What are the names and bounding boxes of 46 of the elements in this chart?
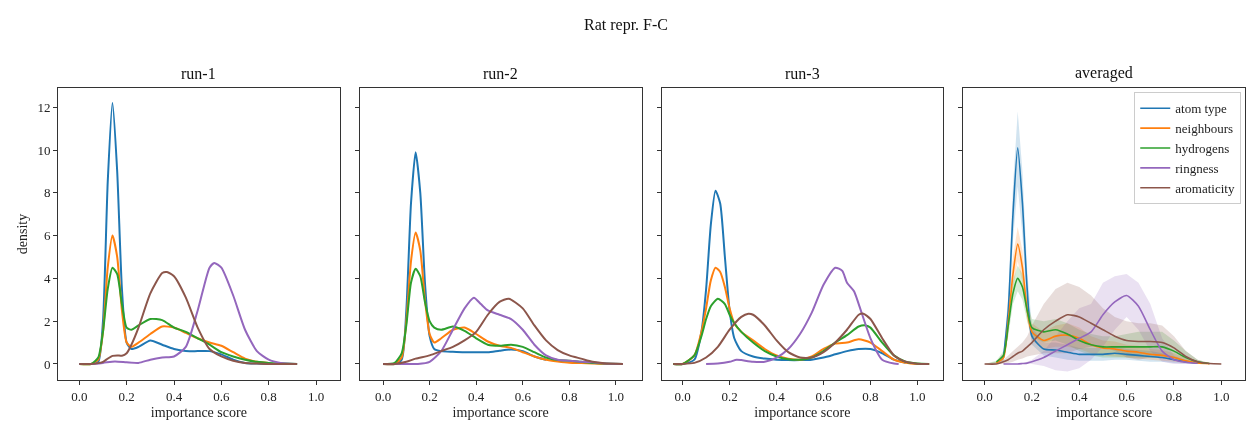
x-axis-title: importance score <box>452 404 549 420</box>
x-tick-label: 0.4 <box>165 388 183 404</box>
x-tick-label: 0.0 <box>71 388 88 404</box>
chart-title: run-1 <box>181 65 216 82</box>
x-tick-label: 1.0 <box>1213 388 1230 404</box>
text: Rat repr. F-C <box>584 16 668 34</box>
x-tick-label: 1.0 <box>909 388 926 404</box>
x-tick-label: 0.2 <box>118 388 135 404</box>
chart-title: run-3 <box>785 65 820 82</box>
x-axis-title: importance score <box>754 404 851 420</box>
x-tick-label: 1.0 <box>307 388 325 404</box>
x-tick-label: 0.4 <box>1071 388 1088 404</box>
x-axis-title: importance score <box>150 404 247 420</box>
x-tick-label: 0.8 <box>260 388 277 404</box>
x-tick-label: 0.8 <box>1165 388 1183 404</box>
chart-title: run-2 <box>483 65 518 82</box>
x-tick-label: 0.2 <box>1023 388 1041 404</box>
x-tick-label: 0.6 <box>213 388 230 404</box>
x-axis-title: importance score <box>1056 404 1153 420</box>
y-tick-label: 6 <box>43 228 51 244</box>
x-tick-label: 0.2 <box>721 388 738 404</box>
x-tick-label: 0.6 <box>514 388 532 404</box>
y-tick-label: 10 <box>37 142 51 158</box>
x-tick-label: 1.0 <box>607 388 625 404</box>
legend-label: ringness <box>1175 160 1219 176</box>
legend-label: aromaticity <box>1175 180 1235 196</box>
x-tick-label: 0.4 <box>768 388 786 404</box>
x-tick-label: 0.0 <box>374 388 392 404</box>
y-axis-title: density <box>15 213 30 255</box>
legend-label: atom type <box>1175 101 1228 117</box>
y-tick-label: 12 <box>37 99 51 115</box>
x-tick-label: 0.4 <box>468 388 485 404</box>
x-tick-label: 0.0 <box>976 388 993 404</box>
y-tick-label: 8 <box>43 185 51 201</box>
x-tick-label: 0.8 <box>561 388 578 404</box>
x-tick-label: 0.6 <box>815 388 833 404</box>
chart-title: averaged <box>1075 64 1133 82</box>
y-tick-label: 0 <box>43 356 51 372</box>
y-tick-label: 2 <box>43 313 51 329</box>
y-tick-label: 4 <box>43 270 51 286</box>
x-tick-label: 0.8 <box>862 388 879 404</box>
x-tick-label: 0.0 <box>674 388 691 404</box>
legend-label: hydrogens <box>1175 141 1230 157</box>
x-tick-label: 0.2 <box>421 388 438 404</box>
legend-label: neighbours <box>1175 121 1234 137</box>
x-tick-label: 0.6 <box>1118 388 1136 404</box>
